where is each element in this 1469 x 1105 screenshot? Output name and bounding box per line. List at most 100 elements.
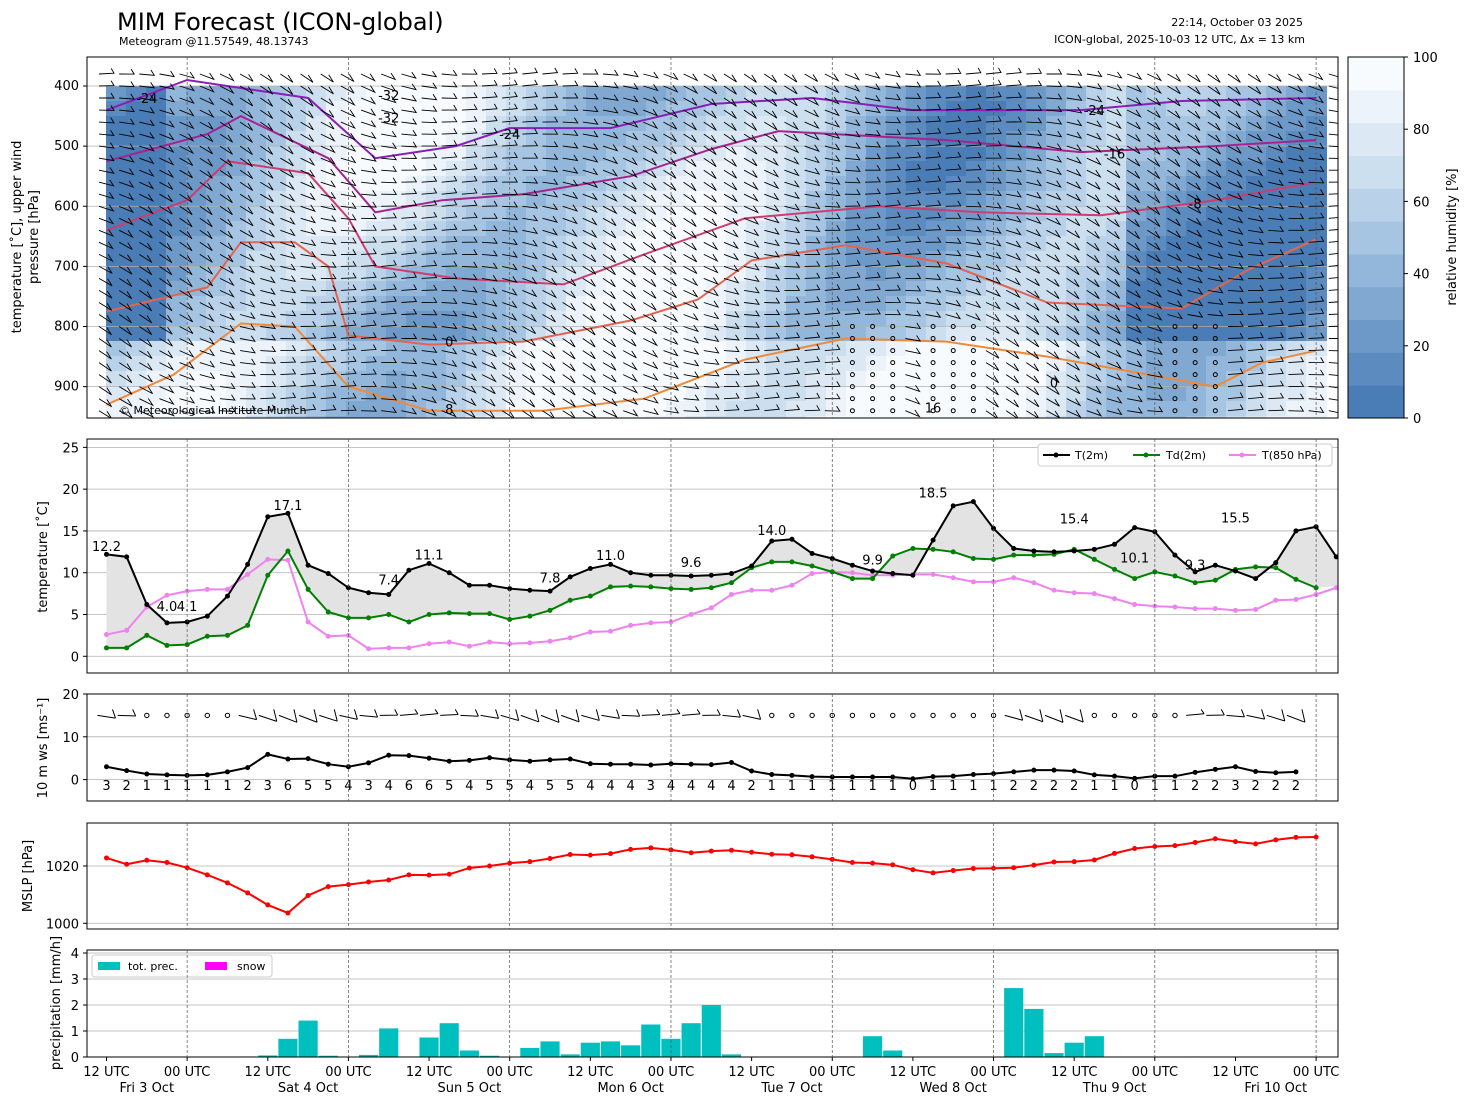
humidity-cell — [906, 146, 927, 162]
wind-barb — [744, 275, 760, 282]
wind-barb — [1227, 274, 1244, 281]
wind-speed-value: 1 — [143, 779, 151, 794]
wind-speed-point — [1293, 769, 1299, 775]
humidity-cell — [146, 281, 167, 297]
wind-barb — [199, 325, 215, 334]
humidity-cell — [266, 176, 287, 192]
humidity-cell — [1246, 416, 1267, 418]
wind-barb — [965, 276, 982, 283]
wind-barb — [139, 278, 153, 288]
humidity-cell — [386, 356, 407, 372]
humidity-cell — [426, 176, 447, 192]
wind-barb — [481, 324, 498, 333]
humidity-cell — [246, 326, 267, 342]
wind-barb — [1227, 251, 1244, 258]
wind-barb — [643, 108, 659, 117]
humidity-cell — [606, 146, 627, 162]
humidity-cell — [1006, 101, 1027, 117]
humidity-cell — [646, 341, 667, 357]
wind-barb — [461, 286, 478, 293]
wind-barb — [643, 254, 657, 264]
humidity-cell — [546, 266, 567, 282]
calm-wind-marker — [890, 336, 896, 342]
wind-barb — [240, 370, 256, 377]
wind-speed-point — [789, 772, 795, 778]
wind-barb — [481, 250, 498, 257]
wind-barb — [1167, 300, 1183, 308]
humidity-cell — [1126, 326, 1147, 342]
wind-barb — [1288, 120, 1304, 128]
wind-barb — [522, 152, 539, 159]
colorbar-tick-label: 0 — [1413, 412, 1421, 427]
series-point — [124, 645, 130, 651]
humidity-cell — [166, 116, 187, 132]
humidity-cell — [166, 266, 187, 282]
wind-barb — [118, 290, 133, 300]
wind-barb — [1106, 133, 1122, 142]
humidity-cell — [206, 146, 227, 162]
humidity-cell — [926, 386, 947, 402]
wind-barb — [501, 410, 515, 418]
wind-barb — [1308, 332, 1325, 339]
temperature-annotations: 12.24.0 4.117.17.411.17.811.0 9.614.09.918… — [92, 486, 1250, 615]
humidity-cell — [506, 341, 527, 357]
wind-barb — [98, 398, 112, 408]
humidity-cell — [506, 416, 527, 418]
humidity-cell — [1006, 416, 1027, 418]
humidity-cell — [706, 131, 727, 147]
series-point — [910, 545, 916, 551]
wind-barb — [865, 212, 881, 219]
wind-barb — [1167, 205, 1181, 215]
humidity-cell — [146, 236, 167, 252]
wind-barb — [885, 176, 901, 183]
humidity-cell — [346, 266, 367, 282]
wind-barb — [219, 266, 234, 274]
wind-barb — [723, 264, 740, 273]
series-point — [950, 503, 956, 509]
wind-barb — [139, 241, 153, 251]
wind-barb — [643, 157, 657, 166]
wind-barb — [703, 157, 717, 167]
series-point — [930, 546, 936, 552]
surface-wind-barb — [1065, 709, 1084, 723]
wind-speed-value: 4 — [687, 779, 695, 794]
wind-barb — [1046, 266, 1060, 275]
wind-barb — [1026, 338, 1040, 348]
wind-barb — [280, 73, 294, 83]
isotherm-label: -16 — [1104, 147, 1125, 162]
series-point — [950, 549, 956, 555]
wind-barb — [361, 166, 377, 174]
humidity-cell — [166, 236, 187, 252]
wind-barb — [340, 109, 356, 118]
calm-wind-marker — [1192, 372, 1198, 378]
surface-wind-barb — [480, 709, 500, 719]
series-point — [1192, 580, 1198, 586]
wind-barb — [643, 290, 657, 299]
legend-td2m-label: Td(2m) — [1165, 449, 1206, 462]
wind-barb — [240, 405, 256, 412]
series-point — [1112, 541, 1117, 547]
wind-barb — [159, 278, 173, 288]
humidity-cell — [986, 131, 1007, 147]
wind-barb — [361, 213, 377, 220]
wind-barb — [179, 408, 196, 416]
wind-barb — [199, 169, 213, 179]
humidity-cell — [666, 326, 687, 342]
wind-barb — [1147, 406, 1164, 413]
wind-barb — [1167, 85, 1181, 95]
wind-speed-value: 1 — [1110, 779, 1118, 794]
wind-barb — [905, 224, 922, 231]
humidity-cell — [586, 236, 607, 252]
humidity-cell — [126, 251, 147, 267]
humidity-cell — [586, 356, 607, 372]
wind-barb — [401, 235, 418, 243]
calm-wind-marker — [890, 408, 896, 414]
humidity-cell — [1266, 221, 1287, 237]
humidity-cell — [386, 401, 407, 417]
humidity-cell — [1046, 296, 1067, 312]
wind-barb — [1207, 240, 1224, 248]
humidity-cell — [846, 176, 867, 192]
wind-tick-label: 20 — [62, 688, 79, 703]
wind-barb — [481, 127, 498, 135]
